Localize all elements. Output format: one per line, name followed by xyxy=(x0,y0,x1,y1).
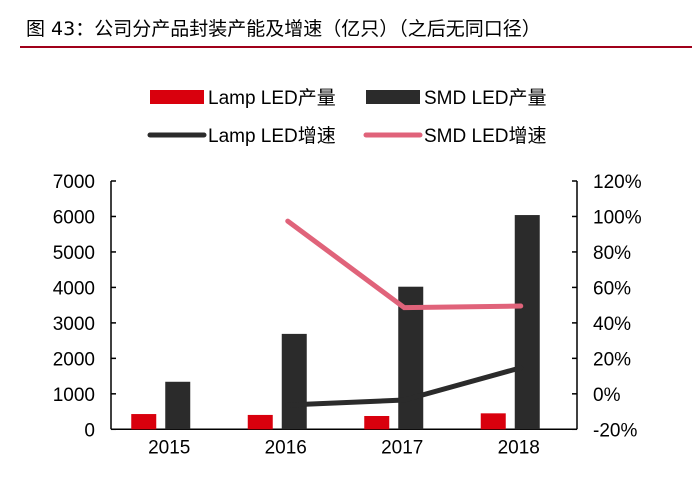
x-tick-label: 2018 xyxy=(498,437,540,458)
chart-title: 图 43：公司分产品封装产能及增速（亿只）（之后无同口径） xyxy=(26,18,541,40)
bar-Lamp LED产量 xyxy=(247,414,273,430)
bar-SMD LED产量 xyxy=(398,286,424,430)
y2-tick-label: 100% xyxy=(593,207,642,228)
bar-SMD LED产量 xyxy=(165,381,191,430)
legend-swatch xyxy=(150,90,204,104)
y-tick-label: 2000 xyxy=(53,349,95,370)
legend-label: Lamp LED产量 xyxy=(208,87,336,109)
y2-tick-label: 80% xyxy=(593,243,631,264)
bar-SMD LED产量 xyxy=(281,333,307,430)
x-tick-label: 2015 xyxy=(148,437,190,458)
bar-Lamp LED产量 xyxy=(480,413,506,430)
legend-label: SMD LED增速 xyxy=(424,125,546,147)
legend-label: SMD LED产量 xyxy=(424,87,546,109)
bar-Lamp LED产量 xyxy=(131,414,157,430)
y-tick-label: 5000 xyxy=(53,243,95,264)
y-tick-label: 7000 xyxy=(53,172,95,193)
y-tick-label: 6000 xyxy=(53,207,95,228)
x-tick-label: 2016 xyxy=(265,437,307,458)
line-Lamp LED增速 xyxy=(285,365,524,408)
y-tick-label: 1000 xyxy=(53,385,95,406)
x-tick-label: 2017 xyxy=(381,437,423,458)
line-SMD LED增速 xyxy=(285,218,524,311)
bar-Lamp LED产量 xyxy=(364,415,390,430)
y2-tick-label: 60% xyxy=(593,278,631,299)
legend-swatch xyxy=(366,90,420,104)
legend-label: Lamp LED增速 xyxy=(208,125,336,147)
y-tick-label: 0 xyxy=(84,420,95,441)
y2-tick-label: 40% xyxy=(593,314,631,335)
y2-tick-label: -20% xyxy=(593,420,637,441)
y-tick-label: 4000 xyxy=(53,278,95,299)
y2-tick-label: 120% xyxy=(593,172,642,193)
bar-SMD LED产量 xyxy=(514,215,540,430)
y2-tick-label: 0% xyxy=(593,385,621,406)
title-divider xyxy=(20,46,692,48)
y2-tick-label: 20% xyxy=(593,349,631,370)
y-tick-label: 3000 xyxy=(53,314,95,335)
